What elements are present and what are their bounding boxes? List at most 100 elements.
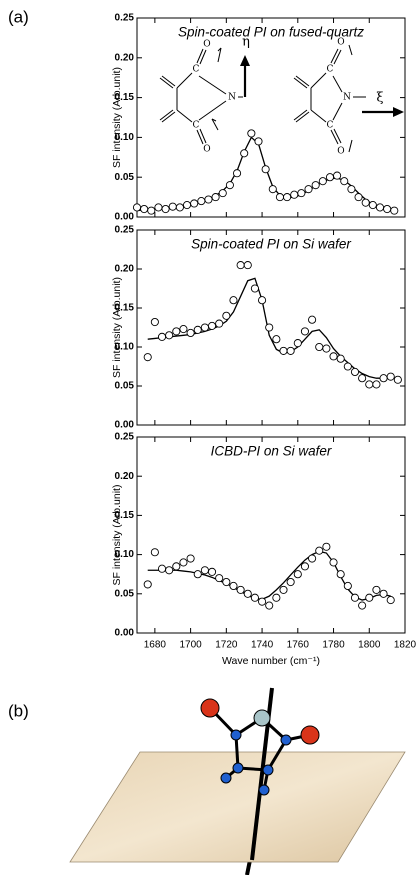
data-point [143, 353, 152, 362]
atom: O [203, 40, 210, 50]
data-point [236, 261, 245, 270]
data-point [243, 589, 252, 598]
data-point [383, 204, 392, 214]
data-point [143, 580, 152, 589]
chart-title: Spin-coated PI on fused-quartz [178, 25, 364, 40]
data-point [275, 193, 284, 202]
data-point [172, 562, 181, 571]
data-point [229, 581, 238, 591]
data-point [375, 203, 385, 212]
x-tick-label: 1760 [287, 640, 310, 651]
atom: O [337, 147, 344, 157]
data-point [343, 362, 352, 371]
data-point [354, 193, 363, 202]
data-point [300, 562, 309, 571]
data-point [218, 189, 227, 198]
plot-frame [136, 436, 406, 634]
data-point [250, 284, 259, 293]
x-tick-label: 1680 [144, 640, 167, 651]
data-point [200, 566, 209, 575]
data-point [179, 325, 188, 334]
y-tick-label: 0.05 [115, 381, 135, 392]
data-point [336, 570, 345, 579]
data-point [379, 589, 388, 598]
data-point [197, 197, 206, 206]
y-tick-label: 0.15 [115, 510, 135, 521]
data-point [293, 570, 302, 579]
data-point [200, 323, 209, 332]
data-point [254, 137, 263, 146]
data-point [157, 564, 167, 573]
data-point [340, 177, 349, 186]
data-point [304, 185, 313, 194]
plot-frame [136, 229, 406, 426]
data-point [293, 339, 302, 348]
structure-right [293, 44, 366, 153]
chart-panel: 0.00 0.05 0.10 0.15 0.20 0.25 Spin-coated PI o… [111, 225, 406, 431]
data-point [322, 542, 331, 551]
data-point [358, 601, 367, 610]
atom: O [203, 145, 210, 155]
y-tick-label: 0.10 [115, 549, 135, 560]
y-tick-label: 0.20 [115, 264, 135, 275]
data-point [311, 181, 320, 190]
y-tick-label: 0.10 [115, 132, 135, 143]
data-point [372, 380, 381, 389]
y-axis-label: SF intensity (Arb.unit) [111, 485, 123, 586]
data-point [272, 593, 281, 602]
data-point [300, 327, 309, 336]
data-point [250, 593, 259, 602]
data-point [215, 574, 224, 583]
data-point [190, 199, 199, 208]
chart-panel: 0.00 0.05 0.10 0.15 0.20 0.25 Spin-coated PI o… [111, 13, 406, 223]
panel-label: (b) [8, 701, 29, 720]
y-tick-label: 0.05 [115, 172, 135, 183]
data-point [322, 344, 331, 353]
atom: N [343, 93, 351, 103]
data-point [258, 296, 267, 305]
data-point [308, 554, 317, 563]
y-tick-label: 0.25 [115, 432, 135, 443]
data-point [207, 321, 217, 330]
data-point [297, 189, 306, 198]
data-point [179, 558, 188, 567]
data-point [365, 380, 374, 389]
data-point [361, 198, 370, 207]
plot-frame [136, 17, 406, 218]
data-point [233, 169, 242, 178]
x-tick-label: 1700 [179, 640, 202, 651]
data-point [261, 165, 270, 174]
y-tick-label: 0.10 [115, 342, 135, 353]
data-point [168, 202, 177, 211]
data-point [333, 171, 342, 180]
data-point [193, 570, 202, 579]
x-tick-label: 1780 [322, 640, 345, 651]
data-point [279, 585, 288, 594]
data-point [368, 201, 377, 210]
data-point [365, 593, 374, 602]
data-point [229, 296, 238, 305]
data-point [325, 173, 335, 182]
data-point [204, 195, 213, 204]
data-point [347, 185, 356, 194]
atom: O [337, 38, 344, 48]
data-point [286, 577, 295, 587]
y-tick-label: 0.25 [115, 225, 135, 236]
annotation: ξ [376, 91, 383, 106]
data-point [358, 374, 367, 383]
x-tick-label: 1800 [358, 640, 381, 651]
data-point [258, 597, 267, 606]
y-tick-label: 0.15 [115, 92, 135, 103]
data-point [165, 331, 174, 340]
data-point [308, 315, 317, 324]
y-tick-label: 0.15 [115, 303, 135, 314]
data-point [172, 327, 181, 336]
atom: C [327, 121, 334, 131]
data-point [215, 319, 224, 328]
data-point [175, 203, 184, 212]
data-point [150, 317, 159, 327]
data-point [147, 206, 156, 215]
chart-panel: 0.00 0.05 0.10 0.15 0.20 0.25 1680 1700 1720 1740… [111, 432, 417, 667]
x-tick-label: 1820 [394, 640, 417, 651]
